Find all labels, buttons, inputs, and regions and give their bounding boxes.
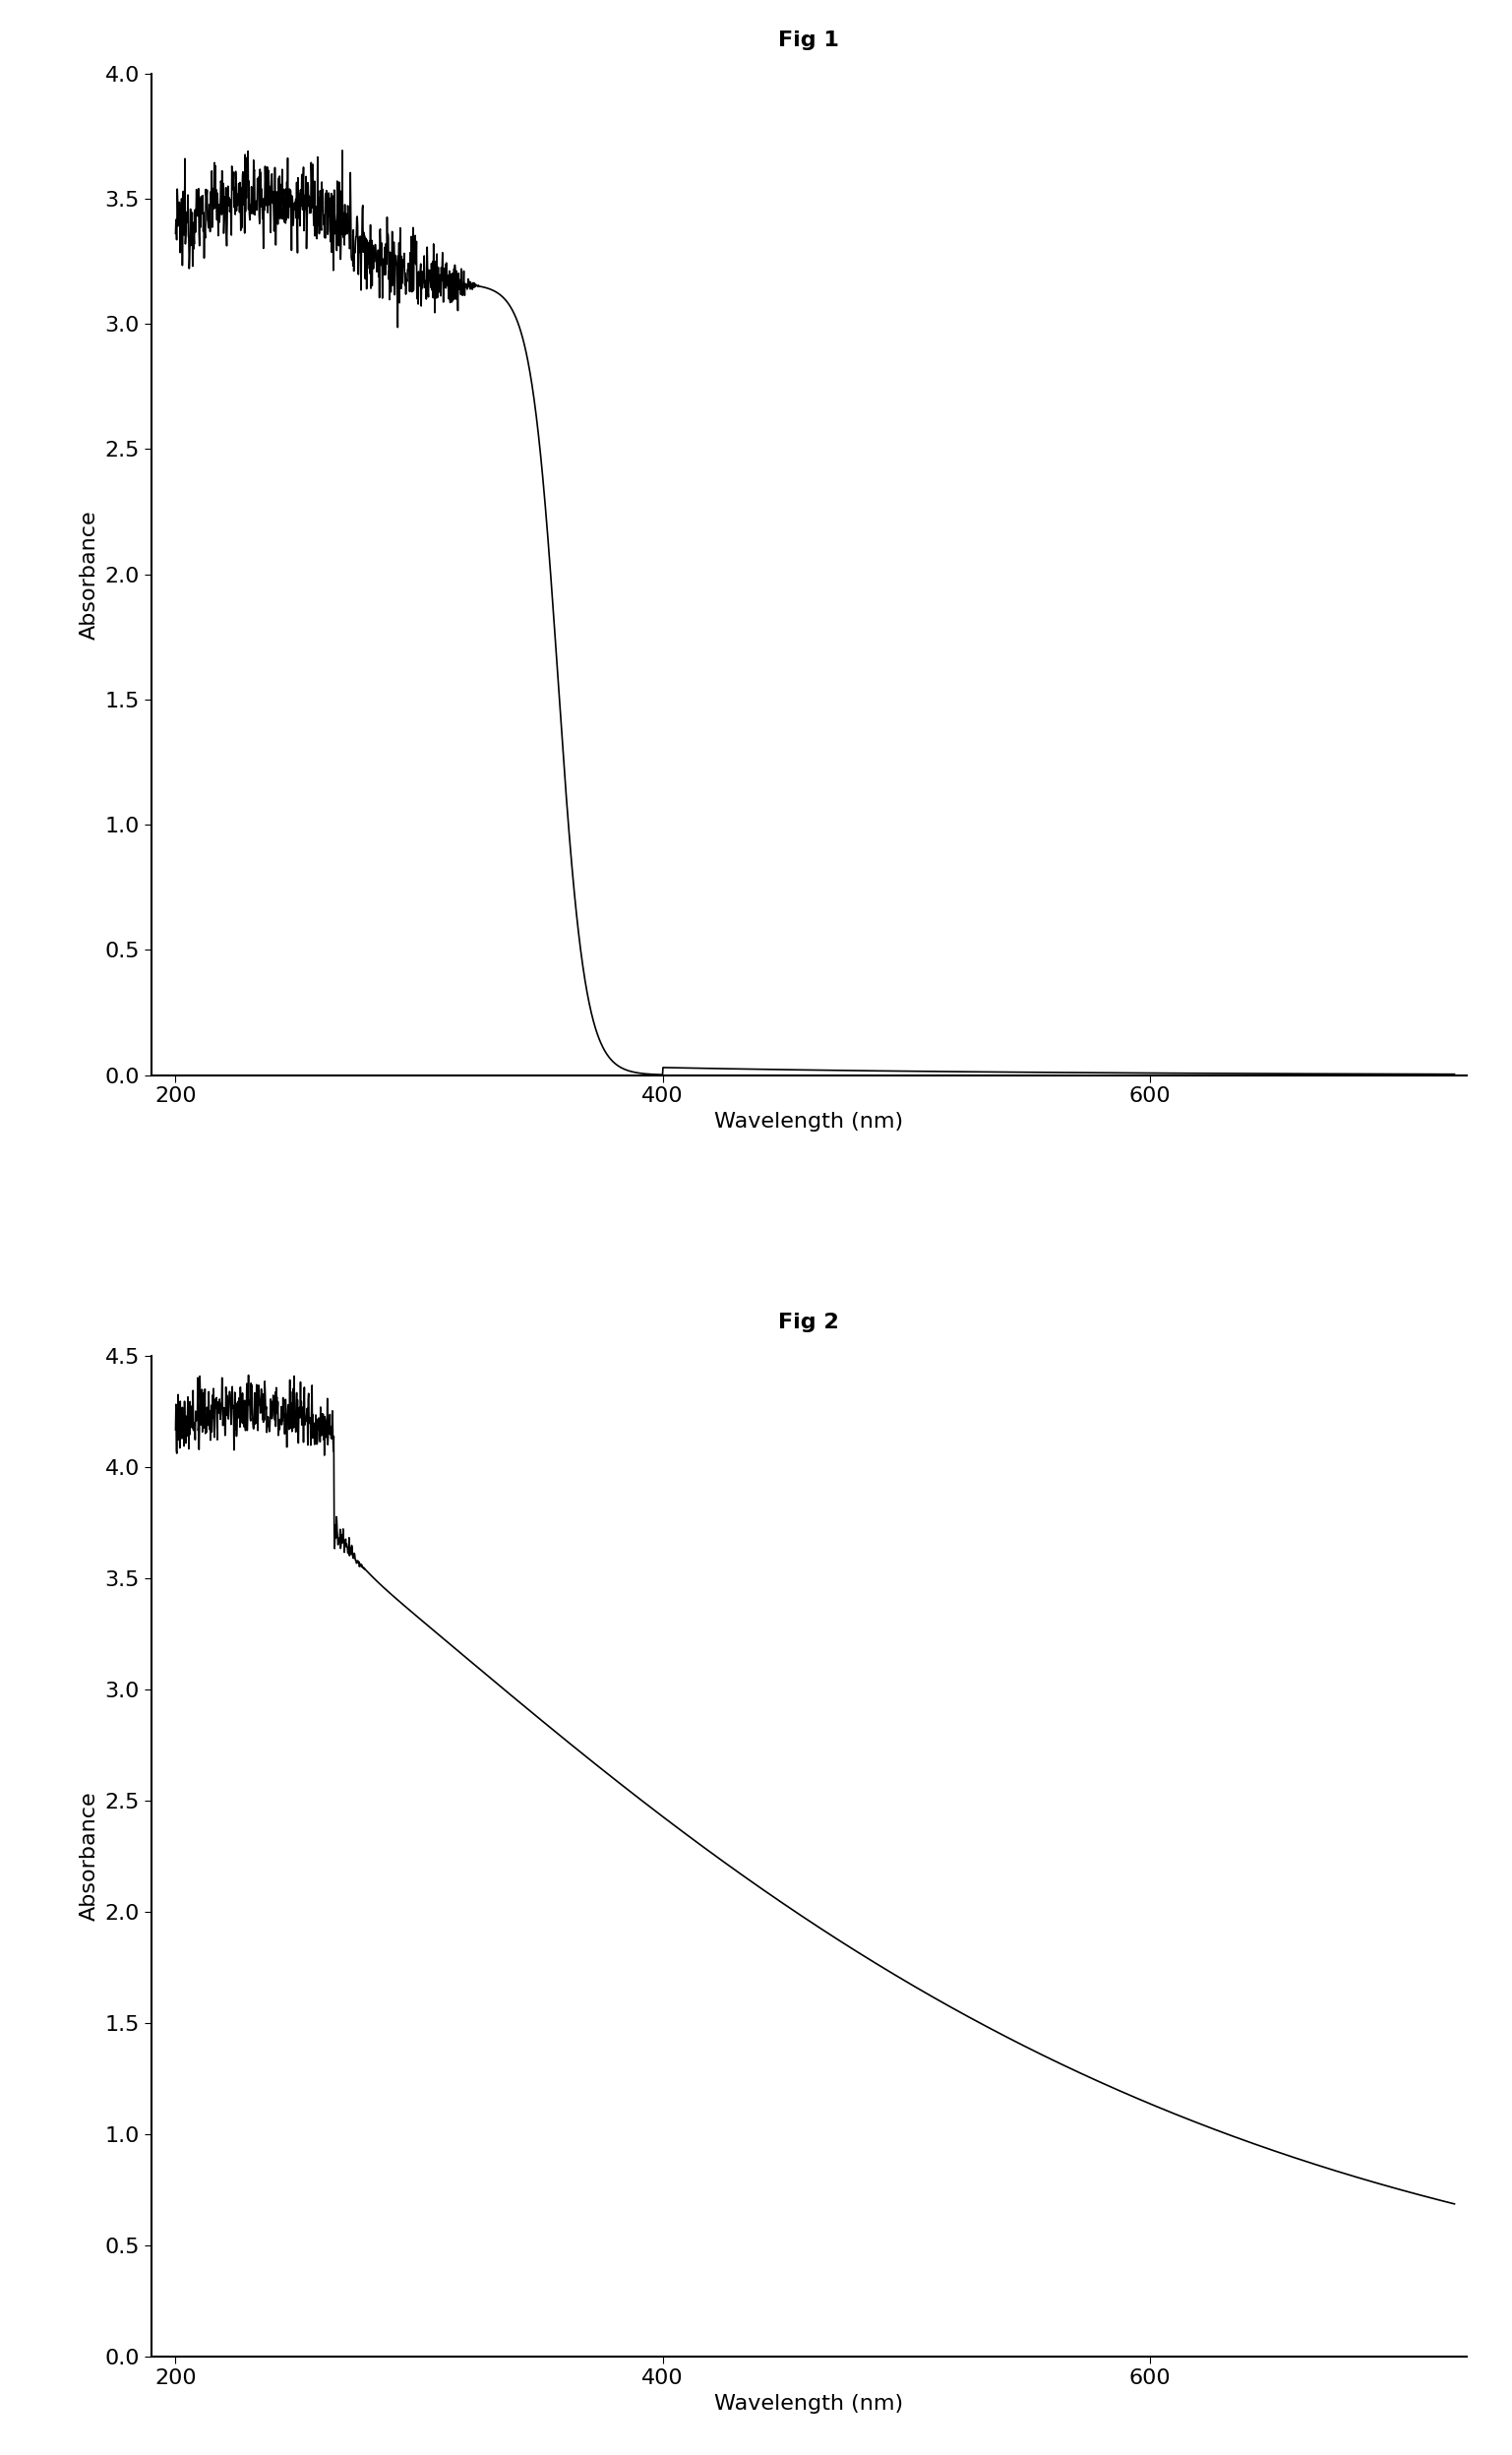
Y-axis label: Absorbance: Absorbance — [80, 511, 100, 638]
Title: Fig 1: Fig 1 — [779, 29, 839, 49]
X-axis label: Wavelength (nm): Wavelength (nm) — [715, 2394, 904, 2413]
Y-axis label: Absorbance: Absorbance — [80, 1792, 100, 1920]
X-axis label: Wavelength (nm): Wavelength (nm) — [715, 1112, 904, 1132]
Title: Fig 2: Fig 2 — [779, 1313, 839, 1333]
